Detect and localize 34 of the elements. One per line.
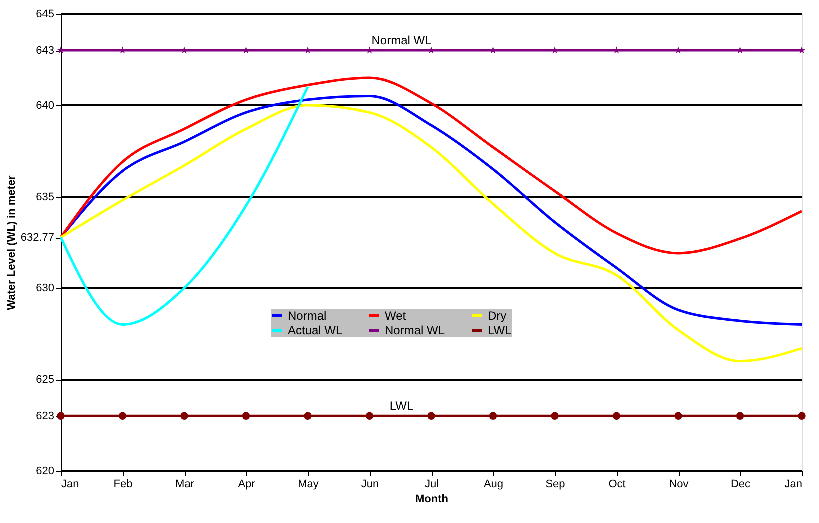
x-tick-label: Nov — [669, 478, 690, 490]
line-series — [60, 104, 804, 363]
x-tick-label: Jun — [361, 478, 380, 490]
annotation: Normal WL — [372, 34, 432, 48]
legend-label: Normal WL — [385, 324, 446, 338]
x-tick-label: Jan — [62, 478, 80, 490]
x-tick-label: Apr — [238, 478, 256, 490]
x-tick-label: Sep — [546, 478, 566, 490]
y-tick-label: 630 — [36, 282, 54, 295]
x-tick-label: Feb — [114, 478, 133, 490]
x-tick-label: Mar — [176, 478, 195, 490]
x-axis-title: Month — [416, 494, 449, 506]
legend-label: LWL — [488, 324, 512, 338]
legend-label: Actual WL — [288, 324, 344, 338]
y-tick-label: 640 — [36, 100, 54, 112]
y-tick-label: 645 — [36, 8, 54, 20]
x-tick-label: Jan — [784, 478, 802, 490]
y-tick-label: 643 — [36, 45, 54, 58]
legend-label: Normal — [288, 308, 327, 323]
y-tick-label: 635 — [36, 191, 54, 204]
line-series — [60, 76, 804, 255]
y-axis-title: Water Level (WL) in meter — [6, 174, 18, 310]
x-tick-label: Jul — [424, 478, 440, 490]
y-tick-label: 625 — [36, 374, 54, 386]
x-tick-label: May — [298, 478, 320, 490]
annotation: LWL — [390, 399, 414, 414]
legend-label: Wet — [385, 308, 407, 323]
x-tick-label: Aug — [484, 478, 504, 490]
legend-label: Dry — [488, 308, 507, 323]
y-tick-label: 623 — [36, 410, 54, 423]
y-tick-label: 620 — [36, 466, 54, 478]
x-tick-label: Oct — [608, 478, 626, 490]
x-tick-label: Dec — [730, 478, 752, 490]
y-tick-label: 632.77 — [20, 232, 54, 244]
